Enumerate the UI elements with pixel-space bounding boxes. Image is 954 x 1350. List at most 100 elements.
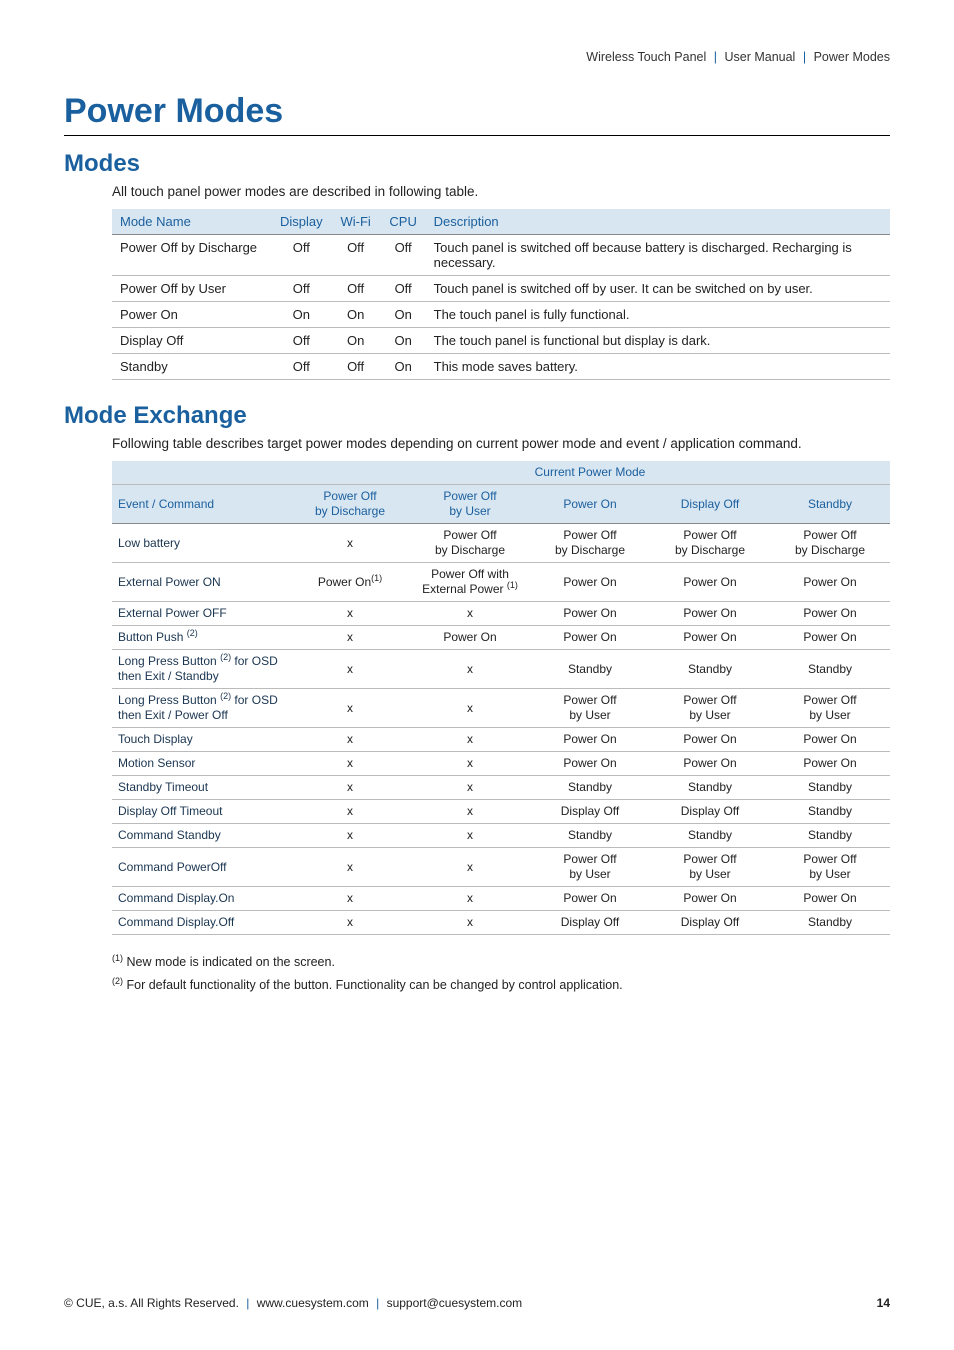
exchange-cell: Display Off: [530, 800, 650, 824]
exchange-cell: x: [410, 887, 530, 911]
footer-left: © CUE, a.s. All Rights Reserved. | www.c…: [64, 1296, 522, 1310]
breadcrumb-a: Wireless Touch Panel: [586, 50, 706, 64]
mode-name: Standby: [112, 354, 272, 380]
table-row: Motion SensorxxPower OnPower OnPower On: [112, 752, 890, 776]
table-row: Command StandbyxxStandbyStandbyStandby: [112, 824, 890, 848]
table-row: Power Off by DischargeOffOffOffTouch pan…: [112, 235, 890, 276]
breadcrumb: Wireless Touch Panel | User Manual | Pow…: [64, 50, 890, 64]
exchange-cell: x: [290, 752, 410, 776]
footnotes: (1) New mode is indicated on the screen.…: [112, 951, 890, 996]
exchange-event: Long Press Button (2) for OSD then Exit …: [112, 650, 290, 689]
exchange-cell: Power Off withExternal Power (1): [410, 563, 530, 602]
exchange-cell: Standby: [530, 776, 650, 800]
breadcrumb-sep: |: [714, 50, 717, 64]
mode-desc: This mode saves battery.: [426, 354, 890, 380]
exchange-cell: Power On: [650, 752, 770, 776]
exchange-cell: x: [290, 800, 410, 824]
exchange-cell: Power Offby User: [650, 848, 770, 887]
exchange-cell: x: [410, 911, 530, 935]
exchange-cell: Standby: [770, 650, 890, 689]
mode-desc: The touch panel is fully functional.: [426, 302, 890, 328]
table-row: Display OffOffOnOnThe touch panel is fun…: [112, 328, 890, 354]
mode-name: Power Off by Discharge: [112, 235, 272, 276]
table-row: Low batteryxPower Offby DischargePower O…: [112, 524, 890, 563]
exchange-cell: Power Offby User: [650, 689, 770, 728]
exchange-th-mode: Power Offby Discharge: [290, 485, 410, 524]
modes-th-desc: Description: [426, 209, 890, 235]
mode-cpu: On: [381, 302, 426, 328]
table-row: Display Off TimeoutxxDisplay OffDisplay …: [112, 800, 890, 824]
modes-th-display: Display: [272, 209, 331, 235]
exchange-cell: Power Offby User: [770, 848, 890, 887]
table-row: External Power OFFxxPower OnPower OnPowe…: [112, 602, 890, 626]
mode-wifi: On: [331, 302, 381, 328]
exchange-event: Command PowerOff: [112, 848, 290, 887]
exchange-cell: Power On: [530, 626, 650, 650]
exchange-cell: Standby: [770, 800, 890, 824]
mode-display: Off: [272, 235, 331, 276]
footer: © CUE, a.s. All Rights Reserved. | www.c…: [64, 1296, 890, 1310]
table-row: Command Display.OnxxPower OnPower OnPowe…: [112, 887, 890, 911]
exchange-cell: x: [410, 800, 530, 824]
table-row: Command PowerOffxxPower Offby UserPower …: [112, 848, 890, 887]
exchange-cell: x: [410, 602, 530, 626]
exchange-event: Display Off Timeout: [112, 800, 290, 824]
mode-cpu: On: [381, 328, 426, 354]
exchange-cell: Power On: [530, 752, 650, 776]
breadcrumb-c: Power Modes: [814, 50, 890, 64]
exchange-th-event: Event / Command: [112, 485, 290, 524]
exchange-cell: Power Offby Discharge: [650, 524, 770, 563]
footer-url: www.cuesystem.com: [257, 1296, 369, 1310]
mode-cpu: On: [381, 354, 426, 380]
table-row: Standby TimeoutxxStandbyStandbyStandby: [112, 776, 890, 800]
exchange-cell: Power Offby Discharge: [410, 524, 530, 563]
breadcrumb-b: User Manual: [724, 50, 795, 64]
exchange-cell: Standby: [770, 776, 890, 800]
exchange-cell: Power On: [530, 563, 650, 602]
exchange-cell: x: [290, 824, 410, 848]
exchange-cell: x: [290, 887, 410, 911]
exchange-cell: x: [410, 776, 530, 800]
mode-cpu: Off: [381, 276, 426, 302]
breadcrumb-sep: |: [803, 50, 806, 64]
mode-display: Off: [272, 354, 331, 380]
exchange-event: Standby Timeout: [112, 776, 290, 800]
exchange-event: Command Standby: [112, 824, 290, 848]
exchange-cell: Power On: [770, 563, 890, 602]
mode-wifi: On: [331, 328, 381, 354]
exchange-cell: Standby: [650, 776, 770, 800]
exchange-th-group: Current Power Mode: [290, 461, 890, 485]
mode-wifi: Off: [331, 235, 381, 276]
mode-name: Power Off by User: [112, 276, 272, 302]
mode-cpu: Off: [381, 235, 426, 276]
footer-sep: |: [376, 1296, 379, 1310]
exchange-cell: Power Offby User: [530, 848, 650, 887]
exchange-cell: Power On: [770, 626, 890, 650]
exchange-event: Low battery: [112, 524, 290, 563]
table-row: StandbyOffOffOnThis mode saves battery.: [112, 354, 890, 380]
modes-th-wifi: Wi-Fi: [331, 209, 381, 235]
exchange-cell: Power Offby User: [770, 689, 890, 728]
exchange-event: External Power OFF: [112, 602, 290, 626]
exchange-cell: x: [410, 752, 530, 776]
mode-name: Power On: [112, 302, 272, 328]
footnote-2: (2) For default functionality of the but…: [112, 974, 890, 997]
exchange-event: Command Display.On: [112, 887, 290, 911]
exchange-cell: Display Off: [530, 911, 650, 935]
section-exchange-heading: Mode Exchange: [64, 402, 890, 430]
exchange-cell: Power On(1): [290, 563, 410, 602]
footer-sep: |: [246, 1296, 249, 1310]
exchange-cell: Display Off: [650, 911, 770, 935]
exchange-cell: x: [410, 650, 530, 689]
exchange-cell: x: [290, 602, 410, 626]
mode-desc: Touch panel is switched off by user. It …: [426, 276, 890, 302]
exchange-event: External Power ON: [112, 563, 290, 602]
mode-display: Off: [272, 328, 331, 354]
exchange-event: Motion Sensor: [112, 752, 290, 776]
exchange-cell: Display Off: [650, 800, 770, 824]
exchange-cell: Power On: [530, 887, 650, 911]
table-row: Button Push (2)xPower OnPower OnPower On…: [112, 626, 890, 650]
exchange-cell: x: [290, 911, 410, 935]
exchange-cell: Standby: [650, 650, 770, 689]
exchange-cell: Power On: [650, 626, 770, 650]
